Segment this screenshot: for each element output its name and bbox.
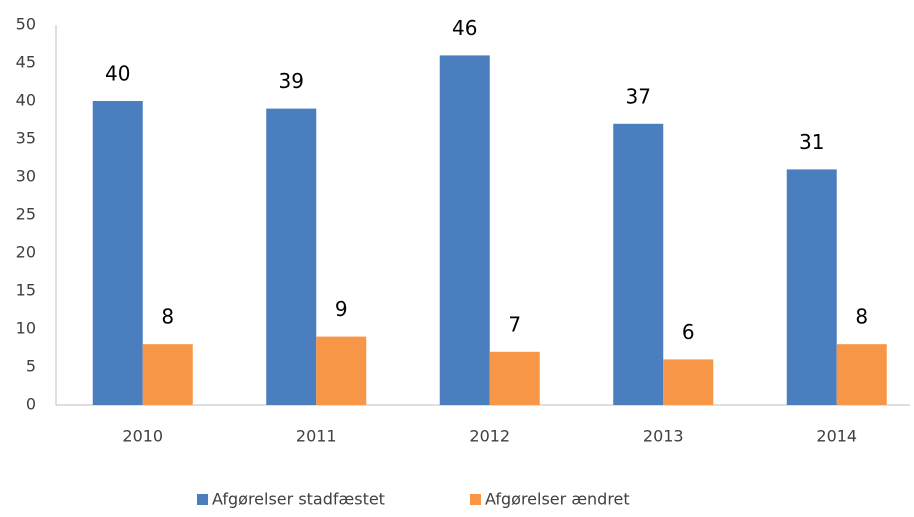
value-label: 46	[452, 16, 477, 40]
value-label: 8	[855, 305, 868, 329]
bar	[489, 351, 540, 405]
bar	[142, 344, 193, 405]
value-label: 9	[335, 297, 348, 321]
x-tick-label: 2014	[816, 427, 857, 446]
value-label: 31	[799, 130, 824, 154]
value-label: 37	[626, 84, 651, 108]
y-tick-label: 20	[16, 243, 36, 262]
bar	[786, 169, 837, 405]
value-label: 6	[682, 320, 695, 344]
value-label: 7	[508, 312, 521, 336]
y-tick-label: 45	[16, 53, 36, 72]
x-tick-label: 2012	[469, 427, 510, 446]
y-tick-label: 30	[16, 167, 36, 186]
bar	[836, 344, 887, 405]
y-tick-label: 5	[26, 357, 36, 376]
bar	[663, 359, 714, 405]
y-tick-label: 35	[16, 129, 36, 148]
y-tick-label: 10	[16, 319, 36, 338]
legend-label: Afgørelser stadfæstet	[212, 490, 385, 509]
x-tick-label: 2013	[643, 427, 684, 446]
y-tick-label: 50	[16, 15, 36, 34]
y-tick-label: 25	[16, 205, 36, 224]
bar	[439, 55, 490, 406]
bar	[92, 101, 143, 405]
y-tick-label: 0	[26, 395, 36, 414]
legend-label: Afgørelser ændret	[485, 490, 630, 509]
legend-swatch	[470, 494, 481, 505]
legend-swatch	[197, 494, 208, 505]
y-tick-label: 40	[16, 91, 36, 110]
bar	[613, 123, 664, 406]
x-tick-label: 2011	[296, 427, 337, 446]
value-label: 8	[161, 305, 174, 329]
value-label: 39	[279, 69, 304, 93]
y-tick-label: 15	[16, 281, 36, 300]
value-label: 40	[105, 62, 130, 86]
bar	[316, 336, 367, 405]
bar	[266, 108, 317, 405]
x-tick-label: 2010	[122, 427, 163, 446]
